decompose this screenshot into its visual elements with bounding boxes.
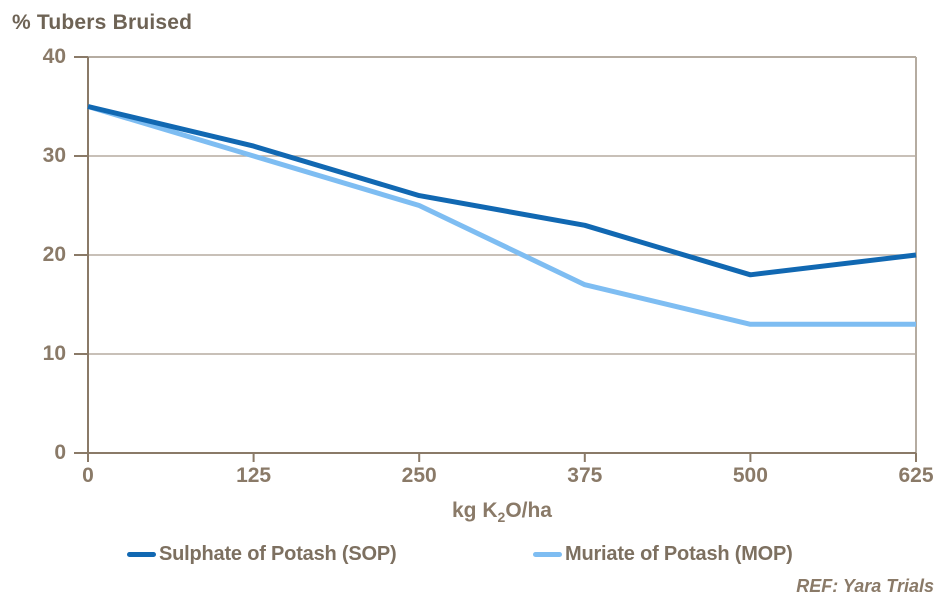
- y-tick-label-40: 40: [42, 45, 66, 68]
- legend-item-mop: Muriate of Potash (MOP): [533, 541, 793, 567]
- y-tick-label-30: 30: [42, 144, 66, 167]
- legend-label-mop: Muriate of Potash (MOP): [565, 542, 793, 565]
- reference-note: REF: Yara Trials: [796, 576, 934, 596]
- legend: Sulphate of Potash (SOP) Muriate of Pota…: [0, 541, 943, 567]
- x-tick-label-125: 125: [236, 464, 272, 487]
- sop-line-marker: [127, 551, 156, 557]
- x-tick-label-250: 250: [401, 464, 437, 487]
- chart-title: % Tubers Bruised: [12, 11, 193, 34]
- x-axis-label-suffix: O/ha: [505, 499, 552, 522]
- mop-line-marker: [533, 551, 562, 557]
- x-axis-label-subscript: 2: [497, 509, 506, 526]
- x-axis-label-prefix: kg K: [452, 499, 498, 522]
- x-tick-label-375: 375: [567, 464, 603, 487]
- x-tick-label-500: 500: [732, 464, 768, 487]
- x-tick-label-625: 625: [898, 464, 934, 487]
- x-tick-label-0: 0: [82, 464, 94, 487]
- y-tick-label-10: 10: [42, 342, 66, 365]
- legend-item-sop: Sulphate of Potash (SOP): [127, 541, 397, 567]
- y-tick-label-0: 0: [54, 441, 66, 464]
- series-line-mop: [87, 104, 916, 327]
- series-line-sop: [87, 104, 917, 278]
- legend-label-sop: Sulphate of Potash (SOP): [159, 542, 397, 565]
- y-tick-label-20: 20: [42, 243, 66, 266]
- x-axis-label: kg K2O/ha: [88, 499, 916, 525]
